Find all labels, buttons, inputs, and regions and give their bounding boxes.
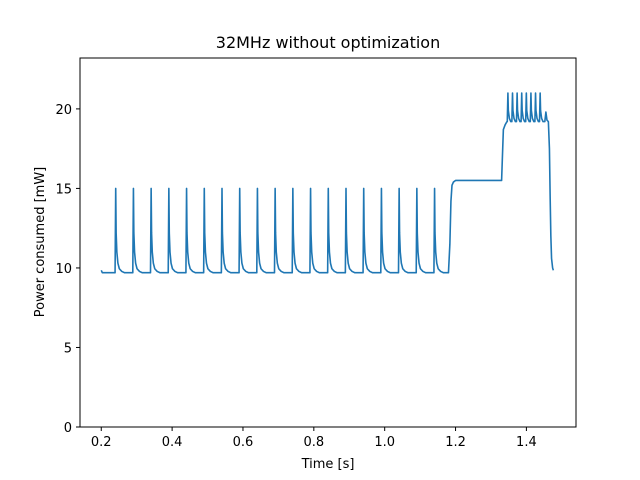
x-tick-label: 0.8 xyxy=(303,435,324,450)
x-axis-label: Time [s] xyxy=(301,457,355,472)
y-tick-label: 10 xyxy=(55,262,72,277)
y-tick-label: 0 xyxy=(64,421,72,436)
axes-frame xyxy=(79,57,577,428)
x-tick-label: 1.0 xyxy=(374,435,395,450)
y-tick-label: 15 xyxy=(55,182,72,197)
chart-title: 32MHz without optimization xyxy=(216,33,440,52)
x-tick-label: 0.2 xyxy=(91,435,112,450)
x-axis: 0.2 0.4 0.6 0.8 1.0 1.2 1.4 xyxy=(91,427,537,450)
y-axis-label: Power consumed [mW] xyxy=(33,167,48,318)
series-line-power xyxy=(100,92,555,274)
y-tick-label: 5 xyxy=(64,341,72,356)
x-tick-label: 1.4 xyxy=(516,435,537,450)
x-tick-label: 0.4 xyxy=(162,435,183,450)
x-tick-label: 1.2 xyxy=(445,435,466,450)
y-tick-label: 20 xyxy=(55,103,72,118)
x-tick-label: 0.6 xyxy=(233,435,254,450)
plot-area xyxy=(100,92,555,274)
y-axis: 0 5 10 15 20 xyxy=(55,103,80,436)
